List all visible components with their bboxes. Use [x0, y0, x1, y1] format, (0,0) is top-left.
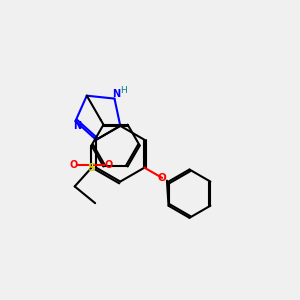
Text: N: N	[112, 89, 120, 99]
Text: O: O	[158, 173, 167, 183]
Text: H: H	[120, 86, 127, 95]
Text: N: N	[73, 121, 81, 130]
Text: S: S	[87, 163, 95, 173]
Text: O: O	[105, 160, 113, 170]
Text: O: O	[70, 160, 78, 170]
